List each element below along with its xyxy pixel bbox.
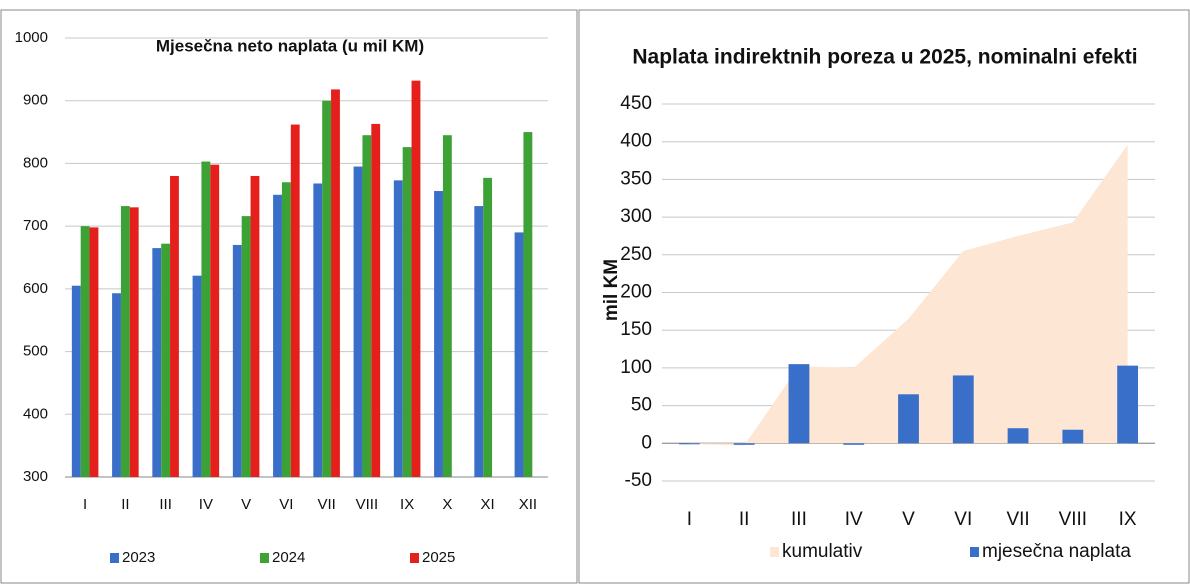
bar xyxy=(322,100,332,477)
bar xyxy=(411,80,421,477)
y-tick-label: 300 xyxy=(23,468,48,485)
legend-swatch xyxy=(970,547,979,557)
legend-label: mjesečna naplata xyxy=(982,541,1131,562)
bar xyxy=(733,443,755,445)
bar xyxy=(201,161,211,477)
bar xyxy=(393,180,403,477)
bar xyxy=(241,216,251,477)
y-tick-label: 350 xyxy=(620,168,652,189)
bar xyxy=(434,191,443,477)
x-tick-label: VII xyxy=(317,496,335,513)
y-tick-label: 450 xyxy=(620,93,652,114)
x-tick-label: I xyxy=(83,496,87,513)
bar xyxy=(371,123,381,477)
bar xyxy=(362,135,372,477)
left-panel xyxy=(0,9,578,584)
bar xyxy=(89,227,99,477)
x-tick-label: II xyxy=(121,496,129,513)
bar xyxy=(210,164,220,477)
x-tick-label: V xyxy=(902,509,915,530)
x-tick-label: VII xyxy=(1006,509,1029,530)
legend-label: 2023 xyxy=(122,549,155,566)
bar xyxy=(402,147,412,477)
x-tick-label: XII xyxy=(519,496,537,513)
x-tick-label: V xyxy=(241,496,251,513)
y-tick-label: 800 xyxy=(23,154,48,171)
bar xyxy=(281,182,291,477)
bar xyxy=(678,443,700,445)
bar xyxy=(80,226,90,477)
legend-swatch xyxy=(410,553,419,563)
y-tick-label: 50 xyxy=(631,395,652,416)
bar xyxy=(514,232,524,477)
bar xyxy=(112,293,121,477)
y-tick-label: 500 xyxy=(23,343,48,360)
x-tick-label: VI xyxy=(279,496,293,513)
bar xyxy=(250,175,260,477)
bar xyxy=(523,132,533,478)
x-tick-label: IV xyxy=(199,496,213,513)
bar xyxy=(152,248,162,477)
y-tick-label: -50 xyxy=(625,470,652,491)
bar xyxy=(898,394,919,444)
legend-label: 2024 xyxy=(272,549,305,566)
y-tick-label: 400 xyxy=(620,131,652,152)
bar xyxy=(474,206,484,477)
legend-swatch xyxy=(260,553,269,563)
y-axis-label: mil KM xyxy=(601,259,622,321)
bar xyxy=(1117,365,1139,444)
bar xyxy=(170,175,179,477)
bar xyxy=(129,207,139,478)
y-tick-label: 700 xyxy=(23,217,48,234)
x-tick-label: III xyxy=(791,509,807,530)
chart-title: Mjesečna neto naplata (u mil KM) xyxy=(156,36,424,55)
right-panel xyxy=(578,9,1190,584)
bar xyxy=(290,124,300,477)
x-tick-label: VI xyxy=(954,509,972,530)
x-tick-label: IV xyxy=(845,509,863,530)
y-tick-label: 200 xyxy=(620,282,652,303)
bar xyxy=(1007,428,1029,444)
legend-swatch xyxy=(110,553,119,563)
bar xyxy=(442,135,452,477)
y-tick-label: 250 xyxy=(620,244,652,265)
bar xyxy=(952,375,974,444)
bar xyxy=(120,206,130,477)
bar xyxy=(788,364,810,444)
y-tick-label: 0 xyxy=(641,432,652,453)
x-tick-label: IX xyxy=(1119,509,1137,530)
y-tick-label: 400 xyxy=(23,405,48,422)
bar xyxy=(161,243,171,477)
x-tick-label: I xyxy=(687,509,692,530)
y-tick-label: 300 xyxy=(620,206,652,227)
bar xyxy=(273,194,282,478)
bar xyxy=(331,89,340,477)
x-tick-label: III xyxy=(159,496,172,513)
bar xyxy=(192,275,202,477)
x-tick-label: II xyxy=(739,509,750,530)
bar xyxy=(353,166,363,478)
x-tick-label: VIII xyxy=(356,496,379,513)
bar xyxy=(483,177,493,478)
bar xyxy=(843,443,865,445)
y-tick-label: 900 xyxy=(23,92,48,109)
y-tick-label: 100 xyxy=(620,357,652,378)
x-tick-label: VIII xyxy=(1059,509,1088,530)
y-tick-label: 150 xyxy=(620,319,652,340)
bar xyxy=(71,285,81,477)
bar xyxy=(313,183,323,478)
chart-title: Naplata indirektnih poreza u 2025, nomin… xyxy=(632,46,1137,69)
legend-label: kumulativ xyxy=(782,541,863,562)
x-tick-label: XI xyxy=(481,496,495,513)
bar xyxy=(1062,429,1084,444)
legend-swatch xyxy=(770,547,779,557)
y-tick-label: 1000 xyxy=(15,29,48,46)
bar xyxy=(232,244,242,477)
x-tick-label: X xyxy=(442,496,452,513)
legend-label: 2025 xyxy=(422,549,455,566)
y-tick-label: 600 xyxy=(23,280,48,297)
x-tick-label: IX xyxy=(400,496,414,513)
